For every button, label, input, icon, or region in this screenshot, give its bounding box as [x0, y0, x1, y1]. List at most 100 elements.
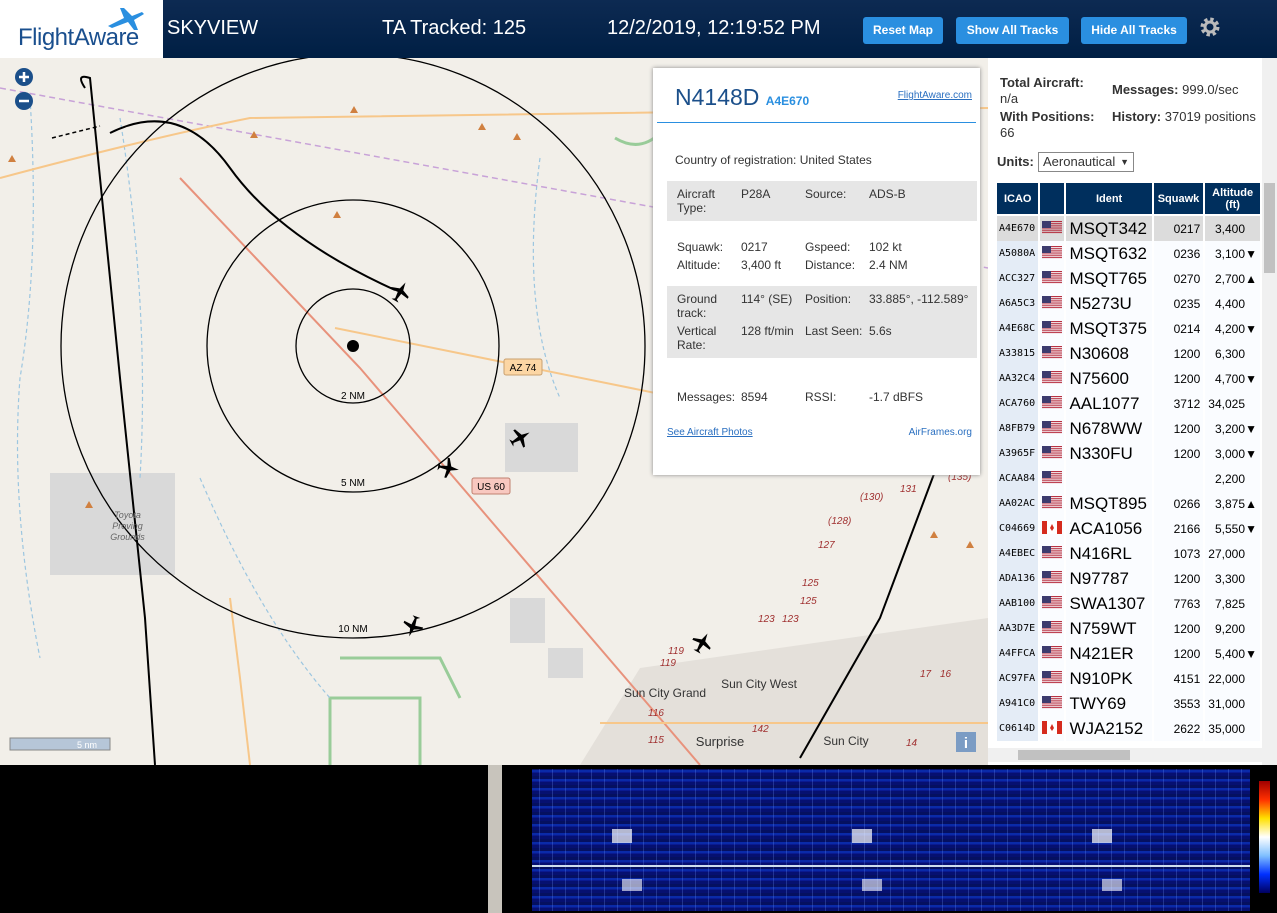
table-row[interactable]: A4E670 MSQT342 0217 3,400 [997, 216, 1260, 241]
table-row[interactable]: AA3D7E N759WT 1200 9,200 [997, 616, 1260, 641]
ident: N97787 [1066, 566, 1152, 591]
table-row[interactable]: A3965F N330FU 1200 3,000▼ [997, 441, 1260, 466]
altitude: 9,200 [1214, 621, 1245, 636]
settings-icon[interactable] [1198, 15, 1222, 39]
flag-part [1042, 420, 1063, 422]
table-row[interactable]: ACAA84 2,200 [997, 466, 1260, 491]
h-scrollbar[interactable] [988, 748, 1262, 762]
ident: N416RL [1066, 541, 1152, 566]
table-row[interactable]: A4E68C MSQT375 0214 4,200▼ [997, 316, 1260, 341]
flag-part [1042, 270, 1063, 272]
units-select[interactable]: Aeronautical ▼ [1038, 152, 1134, 172]
route-number: 125 [802, 578, 819, 589]
label: Units: [997, 154, 1034, 169]
table-row[interactable]: ACA760 AAL1077 3712 34,025 [997, 391, 1260, 416]
col-header[interactable]: ICAO [997, 183, 1039, 216]
flag-part [1042, 331, 1063, 333]
scroll-thumb[interactable] [1264, 183, 1275, 273]
table-row[interactable]: C0614D WJA2152 2622 35,000 [997, 716, 1260, 741]
flag [1042, 695, 1063, 708]
flag-part [1042, 304, 1063, 306]
flag-part [1042, 545, 1052, 553]
flag-part [1042, 574, 1063, 576]
col-header[interactable]: Ident [1066, 183, 1152, 216]
table-row[interactable]: AA32C4 N75600 1200 4,700▼ [997, 366, 1260, 391]
table-row[interactable]: A4EBEC N416RL 1073 27,000 [997, 541, 1260, 566]
table-row[interactable]: A8FB79 N678WW 1200 3,200▼ [997, 416, 1260, 441]
squawk: 0235 [1153, 291, 1204, 316]
hide-tracks-button[interactable]: Hide All Tracks [1081, 17, 1187, 44]
photos-link[interactable]: See Aircraft Photos [667, 427, 753, 438]
table-row[interactable]: ACC327 MSQT765 0270 2,700▲ [997, 266, 1260, 291]
splitter[interactable] [488, 765, 502, 913]
flag-part [1042, 654, 1063, 656]
aircraft-icons[interactable] [386, 277, 716, 656]
flag-part [1042, 302, 1063, 304]
altitude-cell: 35,000 [1205, 716, 1260, 741]
table-row[interactable]: AAB100 SWA1307 7763 7,825 [997, 591, 1260, 616]
flag-part [1042, 604, 1063, 606]
altitude: 4,400 [1214, 296, 1245, 311]
info-button[interactable] [956, 732, 976, 752]
col-header[interactable] [1040, 183, 1065, 216]
popup-section: Ground track: 114° (SE) Position: 33.885°, … [667, 286, 977, 358]
flag-cell [1040, 491, 1065, 516]
altitude: 3,000 [1214, 446, 1245, 461]
scroll-thumb[interactable] [1018, 750, 1130, 760]
table-row[interactable]: A6A5C3 N5273U 0235 4,400 [997, 291, 1260, 316]
table-row[interactable]: ADA136 N97787 1200 3,300 [997, 566, 1260, 591]
flag-part [1042, 620, 1063, 622]
icao: A33815 [997, 341, 1039, 366]
col-header[interactable]: Squawk [1153, 183, 1204, 216]
field-label: Source: [805, 187, 847, 201]
flag-part [1042, 354, 1063, 356]
altitude-cell: 34,025 [1205, 391, 1260, 416]
callsign: N4148D [675, 84, 760, 110]
flag-part [1042, 399, 1063, 401]
flag-part [1042, 581, 1063, 583]
table-row[interactable]: C04669 ACA1056 2166 5,550▼ [997, 516, 1260, 541]
aircraft-table: ICAO Ident Squawk Altitude (ft) A4E670 MS… [997, 183, 1262, 748]
flag-part [1042, 395, 1063, 397]
show-tracks-button[interactable]: Show All Tracks [956, 17, 1069, 44]
flag-part [1042, 681, 1063, 683]
trend: ▼ [1245, 321, 1257, 336]
airframes-link[interactable]: AirFrames.org [908, 427, 972, 438]
table-row[interactable]: AA02AC MSQT895 0266 3,875▲ [997, 491, 1260, 516]
route-number: (128) [828, 516, 851, 527]
route-number: 16 [940, 669, 952, 680]
flag-part [1042, 326, 1063, 328]
flag-part [1042, 647, 1063, 649]
table-row[interactable]: AC97FA N910PK 4151 22,000 [997, 666, 1260, 691]
table-row[interactable]: A4FFCA N421ER 1200 5,400▼ [997, 641, 1260, 666]
route-number: (130) [860, 492, 883, 503]
flag-part [1042, 570, 1052, 578]
flag-part [1042, 227, 1063, 229]
col-header[interactable]: Altitude (ft) [1205, 183, 1260, 216]
logo[interactable]: FlightAware [0, 0, 163, 58]
squawk: 1073 [1153, 541, 1204, 566]
altitude: 7,825 [1214, 596, 1245, 611]
icao: A4FFCA [997, 641, 1039, 666]
route-number: 142 [752, 724, 769, 735]
flag-part [1042, 476, 1063, 478]
reset-map-button[interactable]: Reset Map [863, 17, 943, 44]
flag-cell [1040, 266, 1065, 291]
table-row[interactable]: A941C0 TWY69 3553 31,000 [997, 691, 1260, 716]
flightaware-link[interactable]: FlightAware.com [897, 90, 972, 101]
altitude: 35,000 [1208, 721, 1245, 736]
icao: A4EBEC [997, 541, 1039, 566]
field-value: 8594 [741, 390, 768, 404]
ident: ACA1056 [1066, 516, 1152, 541]
icao: ACAA84 [997, 466, 1039, 491]
ident: MSQT895 [1066, 491, 1152, 516]
flag-part [1042, 520, 1048, 534]
altitude-cell: 2,700▲ [1205, 266, 1260, 291]
field-label: Gspeed: [805, 240, 851, 254]
flag-part [1042, 301, 1063, 303]
table-row[interactable]: A33815 N30608 1200 6,300 [997, 341, 1260, 366]
table-row[interactable]: A5080A MSQT632 0236 3,100▼ [997, 241, 1260, 266]
scrollbar[interactable] [1262, 58, 1277, 765]
map[interactable]: 2 NM 5 NM 10 NM AZ 74 US 60 Sun City Gra… [0, 58, 988, 765]
field-label: Messages: [677, 390, 736, 404]
